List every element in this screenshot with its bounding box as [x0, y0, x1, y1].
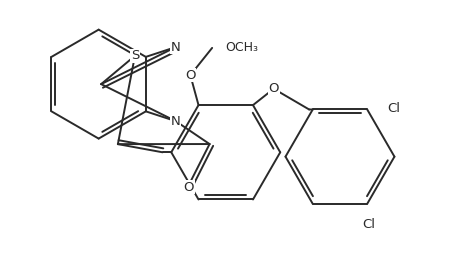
Text: Cl: Cl — [362, 218, 375, 231]
Text: O: O — [268, 82, 279, 95]
Text: N: N — [171, 115, 181, 128]
Text: OCH₃: OCH₃ — [225, 41, 258, 54]
Text: O: O — [184, 181, 194, 193]
Text: O: O — [185, 69, 196, 82]
Text: N: N — [171, 41, 181, 54]
Text: S: S — [131, 49, 139, 62]
Text: Cl: Cl — [388, 102, 400, 114]
